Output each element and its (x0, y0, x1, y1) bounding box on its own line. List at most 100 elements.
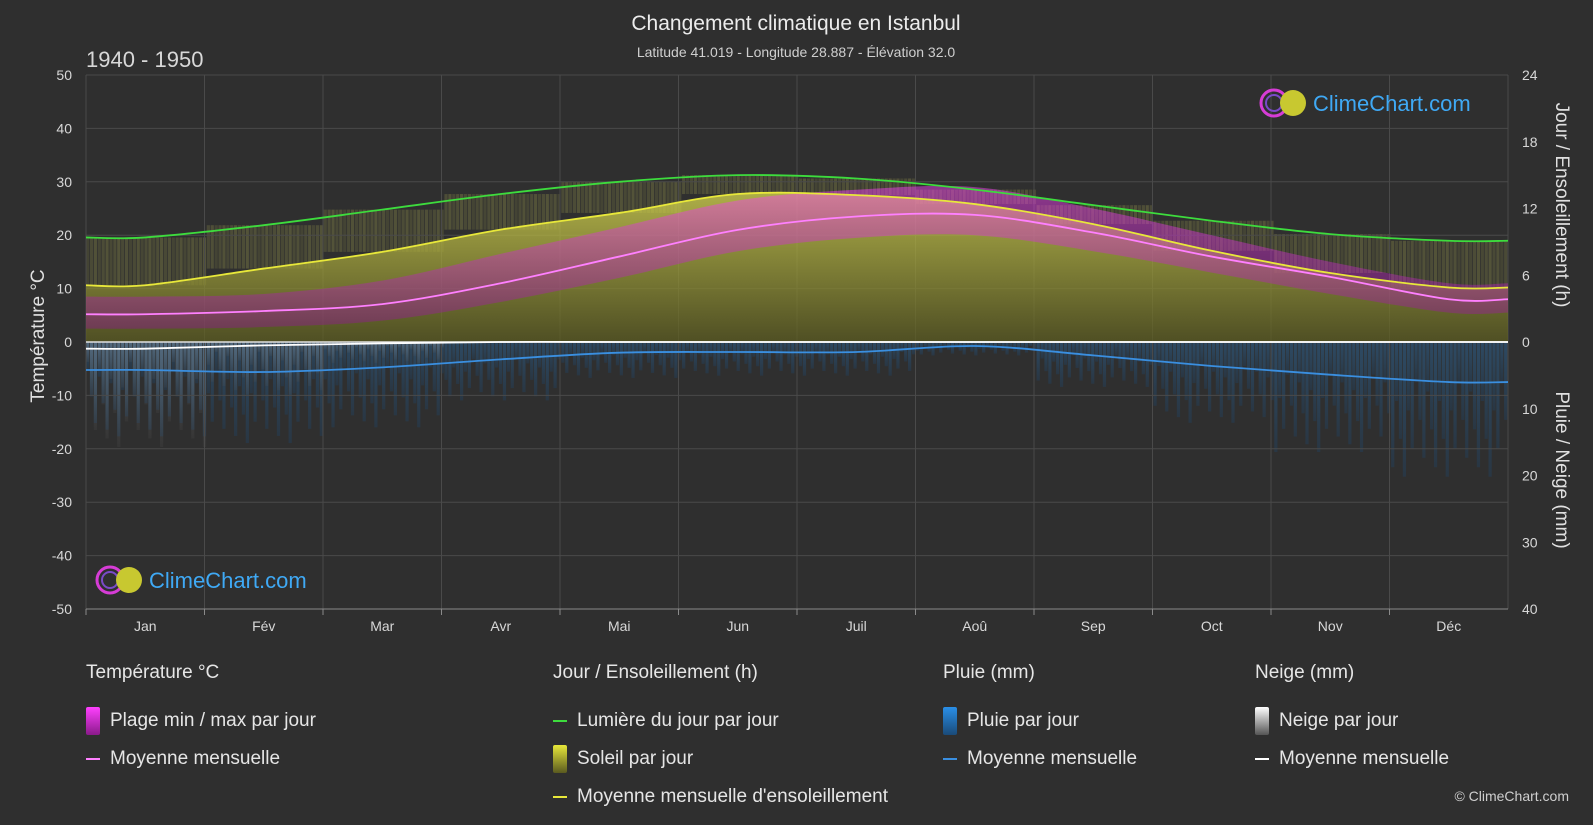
rain-bar (502, 342, 507, 401)
daylight-bar (448, 194, 452, 230)
legend-sun: Jour / Ensoleillement (h) Lumière du jou… (553, 662, 888, 816)
daylight-bar (744, 175, 748, 195)
daylight-bar (452, 194, 456, 230)
rain-bar (366, 342, 370, 380)
rain-bar (413, 342, 417, 404)
snow-bar (288, 342, 292, 395)
rain-bar (343, 342, 347, 368)
daylight-bar (1141, 205, 1145, 225)
daylight-bar (1367, 234, 1371, 274)
daylight-bar (502, 194, 507, 230)
daylight-bar (1305, 234, 1309, 274)
legend-temperature-title: Température °C (86, 662, 220, 683)
right-hours-tick-label: 18 (1522, 134, 1538, 150)
rain-bar (1153, 342, 1157, 406)
daylight-bar (1149, 205, 1153, 225)
daylight-bar (1352, 234, 1356, 274)
daylight-bar (1469, 240, 1473, 288)
daylight-bar (810, 178, 814, 196)
rain-bar (1379, 342, 1383, 437)
rain-bar (615, 342, 620, 366)
daylight-bar (1476, 240, 1481, 288)
rain-bar (545, 342, 549, 401)
rain-bar (1332, 342, 1336, 406)
rain-bar (1095, 342, 1099, 362)
legend-snow-label: Neige par jour (1279, 710, 1399, 731)
daylight-bar (685, 175, 690, 195)
daylight-bar (128, 237, 133, 286)
daylight-bar (1496, 240, 1500, 288)
daylight-bar (1461, 240, 1465, 288)
daylight-bar (689, 175, 694, 195)
rain-bar (1157, 342, 1161, 367)
snow-bar (440, 342, 444, 348)
snow-bar (101, 342, 105, 405)
rain-bar (1363, 342, 1368, 398)
series-lines (85, 174, 1509, 384)
temperature-range-area (86, 185, 1508, 329)
snow-mean-swatch (1255, 758, 1269, 760)
daylight-bar (678, 181, 682, 213)
rain-bar (401, 342, 405, 398)
daylight-bar (888, 178, 892, 196)
rain-bar (1500, 342, 1504, 383)
daylight-bar (615, 181, 620, 213)
rain-bar (1165, 342, 1169, 412)
rain-bar (985, 342, 990, 347)
rain-bar (1328, 342, 1332, 375)
daylight-bar (362, 209, 366, 252)
daylight-bar (249, 225, 253, 269)
snow-bar (417, 342, 421, 363)
rain-bar (1344, 342, 1348, 414)
daylight-bar (1371, 234, 1375, 274)
daylight-bar (1418, 240, 1422, 288)
rain-bar (1472, 342, 1477, 430)
daylight-bar (187, 237, 191, 286)
x-tick-label: Fév (252, 618, 275, 634)
rain-bar (1024, 342, 1029, 353)
legend-rain-title: Pluie (mm) (943, 662, 1035, 683)
rain-bar (908, 342, 912, 371)
rain-bar (1200, 342, 1204, 367)
x-tick-label: Jun (726, 618, 749, 634)
daylight-bar (608, 181, 612, 213)
snow-bar (335, 342, 339, 352)
rain-bar (1118, 342, 1122, 368)
x-tick-label: Nov (1318, 618, 1343, 634)
rain-bar (378, 342, 382, 386)
daylight-bar (495, 194, 499, 230)
rain-bar (1114, 342, 1118, 356)
daylight-bar (308, 225, 312, 269)
right-precip-tick-label: 30 (1522, 534, 1538, 550)
left-tick-label: 0 (64, 334, 72, 350)
rain-bar (417, 342, 421, 428)
snow-bar (424, 342, 429, 358)
legend-item-sunshine-mean: Moyenne mensuelle d'ensoleillement (553, 778, 888, 816)
rain-bar (1161, 342, 1165, 389)
daylight-bar (1250, 220, 1255, 251)
daylight-bar (1313, 234, 1317, 274)
climate-chart: Changement climatique en Istanbul Latitu… (28, 12, 1572, 634)
snow-bar (206, 342, 210, 365)
snow-bar (230, 342, 234, 374)
daylight-bar (241, 225, 246, 269)
rain-bar (241, 342, 246, 415)
daylight-bar (315, 225, 320, 269)
daylight-bar (1500, 240, 1504, 288)
rain-bar (588, 342, 592, 378)
rain-bar (1013, 342, 1017, 352)
snow-bar (117, 342, 121, 447)
snow-bar (187, 342, 191, 405)
rain-bar (1126, 342, 1130, 359)
rain-bar (1048, 342, 1052, 384)
snow-bar (261, 342, 265, 370)
rain-bar (814, 342, 818, 353)
rain-bar (748, 342, 752, 374)
legend-sunshine-mean-label: Moyenne mensuelle d'ensoleillement (577, 786, 888, 807)
daylight-bar (705, 175, 709, 195)
rain-bar (1504, 342, 1508, 420)
legend-sun-title: Jour / Ensoleillement (h) (553, 662, 758, 683)
snow-bar (413, 342, 417, 357)
daylight-bar (1504, 240, 1508, 288)
rain-bar (1484, 342, 1488, 439)
